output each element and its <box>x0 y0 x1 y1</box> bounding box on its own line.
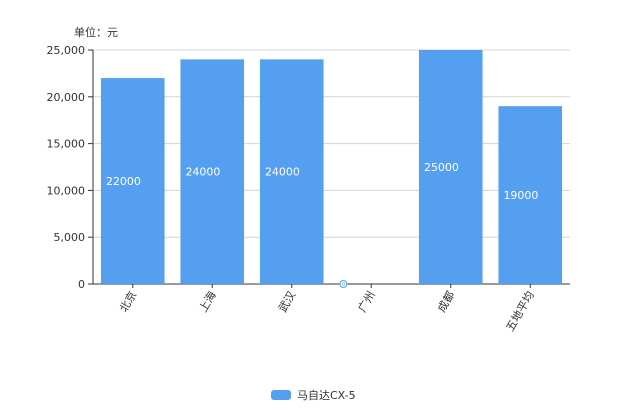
data-label: 24000 <box>185 166 220 179</box>
bar <box>498 106 563 284</box>
bar <box>259 59 324 284</box>
x-tick-label: 上海 <box>196 289 219 315</box>
data-label: 25000 <box>424 161 459 174</box>
bar <box>418 50 483 284</box>
data-label: 0 <box>342 282 345 288</box>
y-tick-label: 25,000 <box>47 44 86 57</box>
y-tick-label: 10,000 <box>47 184 86 197</box>
unit-label: 单位：元 <box>74 26 118 39</box>
legend[interactable]: 马自达CX-5 <box>271 387 356 403</box>
y-tick-label: 5,000 <box>54 231 86 244</box>
legend-label: 马自达CX-5 <box>297 389 356 402</box>
data-label: 24000 <box>265 166 300 179</box>
y-tick-label: 15,000 <box>47 138 86 151</box>
x-tick-label: 武汉 <box>276 289 298 315</box>
y-tick-label: 0 <box>78 278 85 291</box>
x-tick-label: 广州 <box>356 289 378 315</box>
bar <box>100 78 165 284</box>
x-tick-label: 成都 <box>435 289 457 315</box>
bar <box>180 59 245 284</box>
data-label: 22000 <box>106 175 141 188</box>
x-tick-label: 五地平均 <box>504 289 537 334</box>
data-label: 19000 <box>503 189 538 202</box>
y-tick-label: 20,000 <box>47 91 86 104</box>
legend-swatch <box>271 390 291 400</box>
zero-value-marker <box>339 280 348 288</box>
x-tick-label: 北京 <box>116 289 139 315</box>
